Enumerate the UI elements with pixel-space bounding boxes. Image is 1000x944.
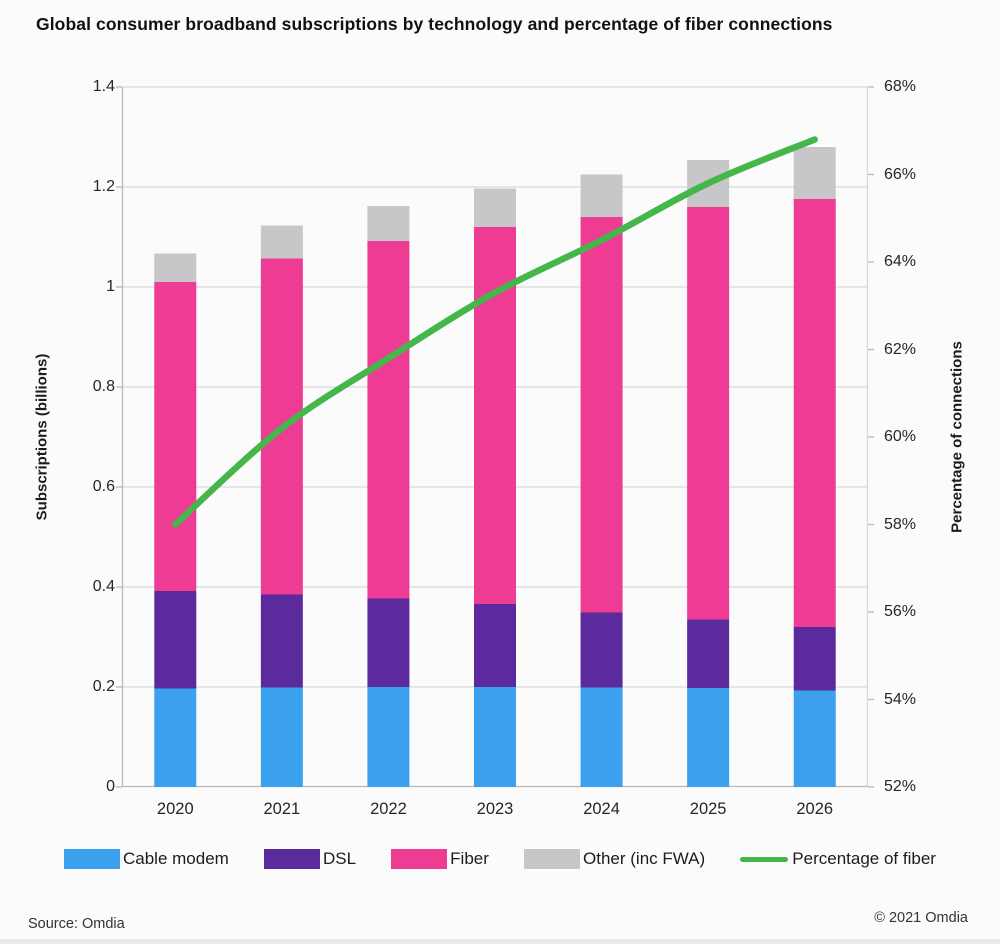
x-axis-tick-label: 2020 (156, 800, 194, 818)
right-axis-tick-label: 60% (884, 428, 917, 445)
bar-segment-cable-modem (154, 688, 197, 787)
legend-item-dsl: DSL (263, 849, 357, 869)
bar-segment-cable-modem (474, 687, 516, 787)
legend-color-swatch (391, 849, 448, 869)
fiber-percentage-line (172, 136, 818, 528)
legend-label: DSL (322, 849, 357, 868)
legend-item-percentage-of-fiber: Percentage of fiber (740, 849, 936, 869)
plot-area (116, 86, 874, 788)
right-axis-tick-label: 54% (884, 690, 917, 708)
legend-label: Other (inc FWA) (583, 849, 706, 868)
right-axis-title: Percentage of connections (948, 341, 966, 533)
bar-segment-dsl (260, 594, 303, 688)
left-axis-tick-label: 0.2 (92, 678, 115, 695)
bar-segment-fiber (154, 282, 197, 591)
left-axis-tick-label: 1.2 (92, 178, 115, 195)
bar-segment-fiber (580, 217, 623, 613)
right-axis-tick-label: 52% (884, 778, 917, 795)
bar-segment-fiber (793, 199, 836, 627)
legend-label: Cable modem (123, 849, 229, 868)
bar-segment-other-inc-fwa- (367, 206, 410, 241)
left-axis-tick-label: 0.4 (92, 578, 115, 595)
bar-segment-other-inc-fwa- (474, 188, 516, 227)
bar-segment-dsl (367, 598, 410, 687)
source-note: Source: Omdia (28, 916, 125, 932)
legend-item-fiber: Fiber (391, 849, 489, 869)
bar-segment-dsl (474, 604, 516, 687)
bar-segment-other-inc-fwa- (154, 253, 197, 282)
x-axis-tick-label: 2025 (689, 800, 727, 818)
chart-legend: Cable modem DSL Fiber Other (inc FWA) Percen… (64, 844, 936, 874)
bar-segment-dsl (154, 591, 197, 689)
left-axis-tick-label: 1.4 (92, 78, 115, 95)
bar-segment-dsl (580, 612, 623, 688)
legend-color-swatch (263, 849, 320, 869)
left-axis-tick-label: 0 (106, 778, 115, 795)
right-axis-tick-label: 58% (884, 515, 917, 533)
bar-segment-cable-modem (793, 690, 836, 787)
left-axis-tick-label: 0.6 (92, 478, 115, 495)
left-axis-tick-label: 0.8 (92, 378, 115, 395)
bar-segment-cable-modem (367, 687, 410, 787)
bar-segment-cable-modem (260, 687, 303, 787)
x-axis-tick-label: 2026 (796, 800, 834, 818)
bar-segment-cable-modem (580, 687, 623, 787)
legend-color-swatch (524, 849, 581, 869)
bar-segment-fiber (687, 207, 730, 620)
left-axis-tick-label: 1 (106, 278, 115, 295)
right-axis-tick-label: 62% (884, 340, 917, 358)
copyright-note: © 2021 Omdia (874, 910, 968, 926)
right-axis-tick-label: 56% (884, 603, 917, 620)
bottom-edge-strip (0, 939, 1000, 944)
legend-color-swatch (64, 849, 120, 869)
bar-segment-dsl (687, 619, 730, 688)
legend-line-swatch (740, 856, 789, 862)
bar-segment-dsl (793, 627, 836, 691)
x-axis-tick-label: 2023 (476, 800, 514, 818)
bar-segment-other-inc-fwa- (260, 225, 303, 259)
legend-item-cable-modem: Cable modem (64, 849, 229, 869)
legend-label: Fiber (450, 849, 489, 868)
bar-segment-other-inc-fwa- (580, 174, 623, 217)
right-axis-tick-label: 68% (884, 78, 917, 95)
x-axis-tick-label: 2021 (263, 800, 301, 818)
legend-item-other-inc-fwa-: Other (inc FWA) (524, 849, 705, 869)
bar-segment-other-inc-fwa- (793, 147, 836, 199)
legend-label: Percentage of fiber (792, 849, 936, 868)
right-axis-tick-label: 66% (884, 165, 917, 183)
x-axis-tick-label: 2024 (583, 800, 620, 818)
x-axis-tick-label: 2022 (370, 800, 407, 818)
bar-segment-fiber (367, 241, 410, 599)
right-axis-tick-label: 64% (884, 253, 917, 270)
bar-segment-cable-modem (687, 688, 730, 787)
chart-title: Global consumer broadband subscriptions … (36, 14, 833, 34)
